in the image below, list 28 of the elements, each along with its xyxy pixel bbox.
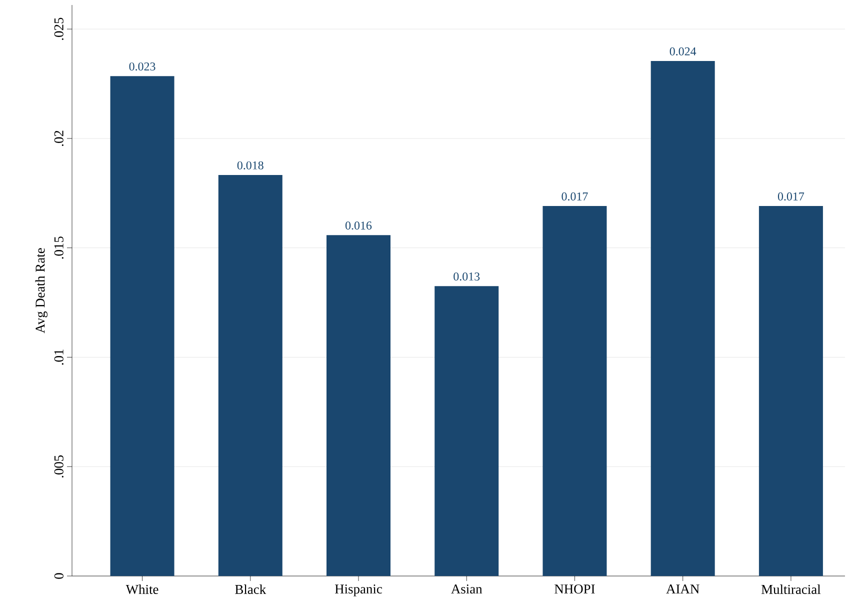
data-label: 0.018: [237, 161, 264, 170]
y-tick-label: .015: [54, 236, 64, 259]
bar: [218, 174, 282, 576]
x-tick-label: Hispanic: [334, 584, 382, 596]
bar: [650, 61, 715, 576]
x-tick-label: Asian: [451, 584, 482, 594]
x-tick-label: Black: [235, 584, 266, 594]
y-tick-label: .005: [54, 455, 64, 478]
bar: [326, 235, 390, 576]
x-tick-label: White: [126, 584, 158, 594]
bar: [542, 206, 607, 576]
data-label: 0.013: [454, 272, 480, 281]
data-label: 0.017: [562, 192, 588, 201]
x-tick-label: AIAN: [666, 584, 700, 594]
y-axis-title: Avg Death Rate: [35, 248, 48, 334]
bar: [758, 206, 823, 576]
bar: [434, 286, 499, 576]
x-tick-label: NHOPI: [554, 584, 595, 594]
data-label: 0.024: [670, 47, 696, 56]
y-tick-label: .01: [54, 350, 64, 365]
bar: [110, 76, 174, 576]
data-label: 0.023: [129, 62, 156, 71]
y-tick-label: 0: [54, 573, 64, 579]
y-tick-label: .025: [54, 18, 64, 40]
data-label: 0.017: [778, 192, 804, 201]
x-tick-label: Multiracial: [761, 584, 821, 594]
y-tick-label: .02: [54, 130, 64, 146]
data-label: 0.016: [346, 222, 372, 230]
